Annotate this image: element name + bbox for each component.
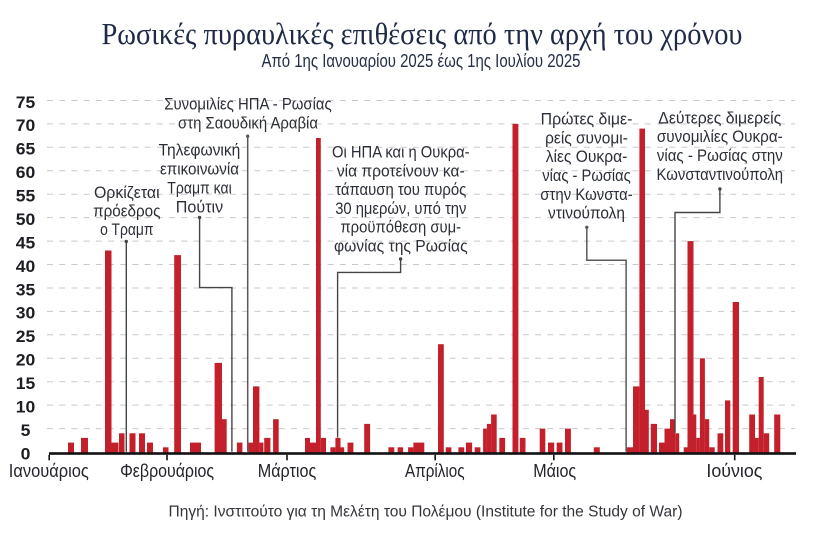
svg-text:Ρωσικές πυραυλικές επιθέσεις α: Ρωσικές πυραυλικές επιθέσεις από την αρχ… xyxy=(102,16,743,51)
svg-text:Πηγή: Ινστιτούτο για τη Μελέτη: Πηγή: Ινστιτούτο για τη Μελέτη του Πολέμ… xyxy=(169,503,683,520)
svg-text:λίες Ουκρα-: λίες Ουκρα- xyxy=(546,147,628,166)
svg-text:Τηλεφωνική: Τηλεφωνική xyxy=(159,141,241,160)
svg-text:60: 60 xyxy=(16,163,36,182)
svg-text:25: 25 xyxy=(16,327,36,346)
svg-text:Κωνσταντινούπολη: Κωνσταντινούπολη xyxy=(657,165,784,184)
svg-text:Από 1ης Ιανουαρίου 2025 έως 1η: Από 1ης Ιανουαρίου 2025 έως 1ης Ιουλίου … xyxy=(262,51,581,71)
svg-text:επικοινωνία: επικοινωνία xyxy=(160,160,239,179)
svg-text:20: 20 xyxy=(16,351,36,370)
svg-text:νίας - Ρωσίας στην: νίας - Ρωσίας στην xyxy=(657,146,783,165)
svg-text:συνομιλίες Ουκρα-: συνομιλίες Ουκρα- xyxy=(657,127,783,146)
svg-text:0: 0 xyxy=(21,444,31,463)
svg-text:ρείς συνομι-: ρείς συνομι- xyxy=(545,128,628,147)
svg-text:νίας - Ρωσίας: νίας - Ρωσίας xyxy=(542,166,631,185)
svg-text:Συνομιλίες ΗΠΑ - Ρωσίας: Συνομιλίες ΗΠΑ - Ρωσίας xyxy=(164,95,331,114)
svg-text:35: 35 xyxy=(16,280,36,299)
svg-text:Ιανουάριος: Ιανουάριος xyxy=(9,461,89,481)
svg-text:ντινούπολη: ντινούπολη xyxy=(548,204,625,223)
svg-text:70: 70 xyxy=(16,116,36,135)
svg-text:νία προτείνουν κα-: νία προτείνουν κα- xyxy=(337,161,465,180)
svg-text:τάπαυση του πυρός: τάπαυση του πυρός xyxy=(335,180,466,199)
svg-text:15: 15 xyxy=(16,374,36,393)
svg-text:στην Κωνστα-: στην Κωνστα- xyxy=(540,185,632,204)
svg-text:προϋπόθεση συμ-: προϋπόθεση συμ- xyxy=(340,218,461,237)
svg-text:65: 65 xyxy=(16,140,36,159)
svg-text:Δεύτερες διμερείς: Δεύτερες διμερείς xyxy=(658,109,781,128)
svg-text:Ορκίζεται: Ορκίζεται xyxy=(94,183,160,202)
svg-text:5: 5 xyxy=(21,421,31,440)
svg-text:40: 40 xyxy=(16,257,36,276)
svg-text:30: 30 xyxy=(16,304,36,323)
svg-text:πρόεδρος: πρόεδρος xyxy=(93,202,160,221)
svg-text:Μάιος: Μάιος xyxy=(533,461,576,481)
svg-text:Μάρτιος: Μάρτιος xyxy=(258,461,317,481)
svg-text:Φεβρουάριος: Φεβρουάριος xyxy=(120,461,214,481)
svg-text:φωνίας της Ρωσίας: φωνίας της Ρωσίας xyxy=(334,236,468,255)
svg-text:45: 45 xyxy=(16,233,36,252)
svg-text:Πρώτες διμε-: Πρώτες διμε- xyxy=(541,110,633,129)
svg-text:50: 50 xyxy=(16,210,36,229)
svg-text:Οι ΗΠΑ και η Ουκρα-: Οι ΗΠΑ και η Ουκρα- xyxy=(332,143,470,162)
svg-text:στη Σαουδική Αραβία: στη Σαουδική Αραβία xyxy=(178,114,318,133)
svg-text:Πούτιν: Πούτιν xyxy=(176,198,223,217)
svg-text:55: 55 xyxy=(16,187,36,206)
svg-text:75: 75 xyxy=(16,93,36,112)
svg-text:Τραμπ και: Τραμπ και xyxy=(167,179,232,198)
svg-text:10: 10 xyxy=(16,397,36,416)
svg-text:Απρίλιος: Απρίλιος xyxy=(405,461,465,481)
svg-text:Ιούνιος: Ιούνιος xyxy=(706,461,762,481)
svg-text:ο Τραμπ: ο Τραμπ xyxy=(100,220,153,239)
svg-text:30 ημερών, υπό την: 30 ημερών, υπό την xyxy=(335,199,466,218)
